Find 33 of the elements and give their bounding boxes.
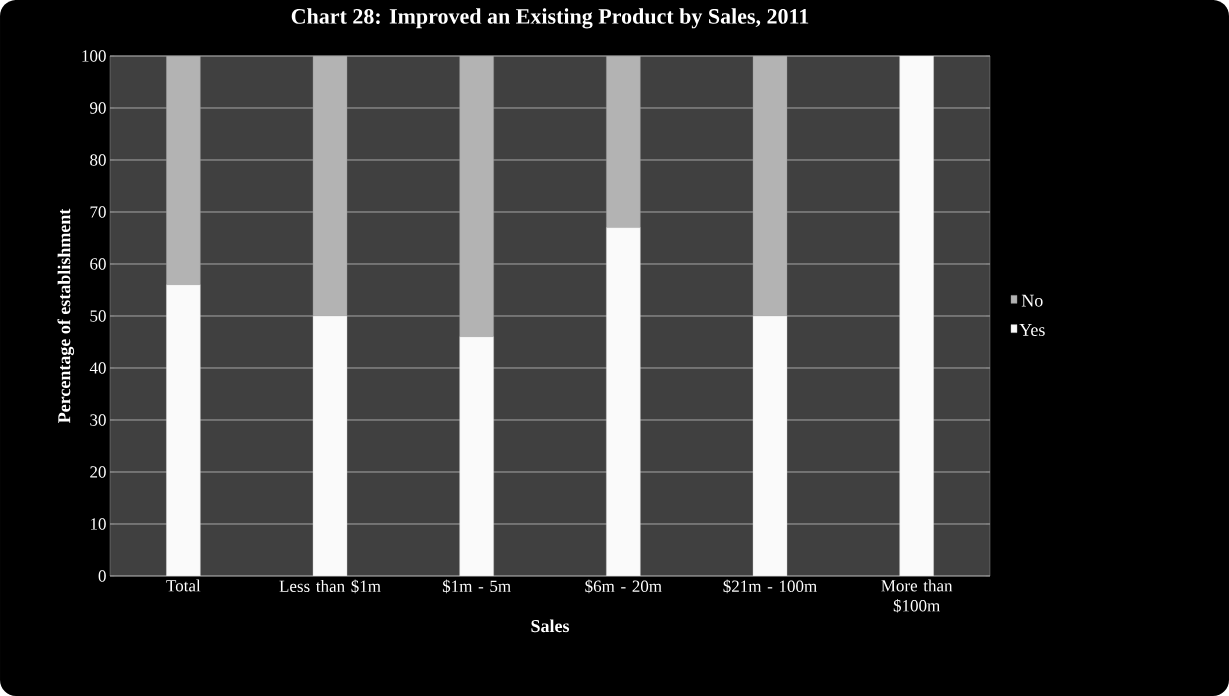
y-tick-label: 0 [98,570,106,582]
bar [166,284,201,576]
x-tick-label: More than $100m [881,579,953,613]
y-tick-label: 40 [89,362,106,374]
bar [752,315,788,576]
bar [312,55,348,317]
x-tick-label: Less than $1m [279,579,381,594]
y-tick-label: 70 [90,206,106,218]
y-tick-label: 60 [90,258,106,270]
x-tick-label: $6m - 20m [585,579,662,594]
y-tick-label: 30 [90,414,106,426]
bar [312,315,348,576]
y-tick-label: 20 [90,466,106,478]
bar [606,55,641,228]
legend-label: No [1021,294,1043,307]
chart-title: Chart 28: Improved an Existing Product by Sales, 2011 [291,8,809,29]
bar [606,227,641,576]
legend-label: Yes [1019,323,1045,336]
y-tick-label: 80 [90,154,106,166]
bar [459,336,494,576]
bar [752,55,788,317]
y-tick-label: 50 [90,310,106,322]
bar [459,55,494,337]
bar [899,55,934,576]
x-tick-label: Total [166,579,201,592]
x-tick-label: $1m - 5m [442,579,511,594]
x-tick-label: $21m - 100m [723,579,817,594]
y-tick-label: 10 [90,518,106,530]
bar [166,55,201,285]
y-tick-label: 100 [82,50,106,62]
x-axis-title: Sales [531,619,570,633]
y-tick-label: 90 [90,102,106,114]
y-axis-title: Percentage of establishment [57,208,75,423]
